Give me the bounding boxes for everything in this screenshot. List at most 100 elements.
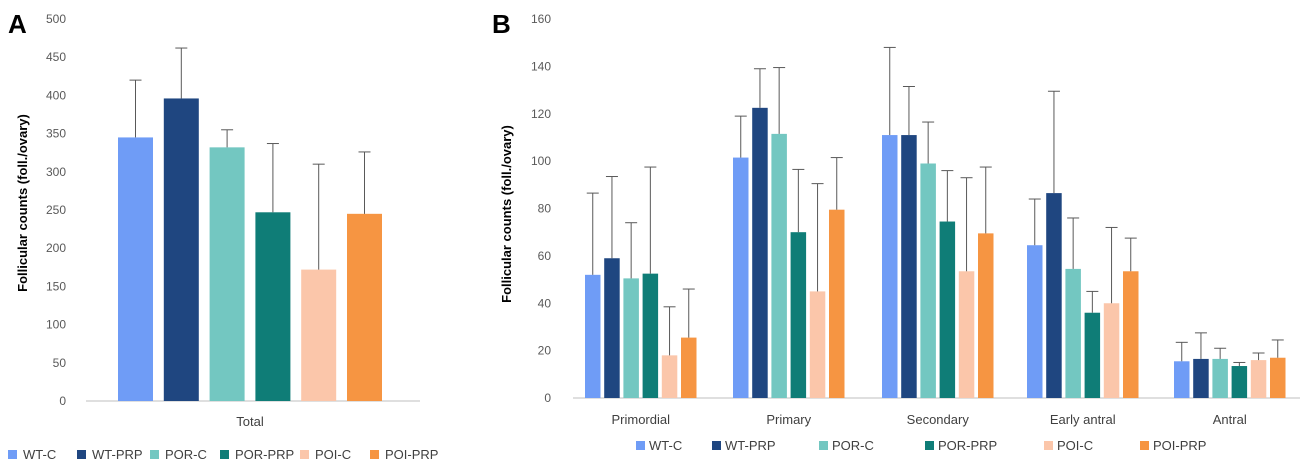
panel-b-category-label-secondary: Secondary (907, 412, 970, 427)
panel-a-legend-label-wt-c: WT-C (23, 447, 56, 462)
panel-b-category-label-early-antral: Early antral (1050, 412, 1116, 427)
panel-b-bar-primary-wt-c (733, 157, 749, 398)
panel-b-y-tick-label: 20 (538, 344, 552, 358)
panel-b-bar-antral-por-c (1212, 358, 1228, 398)
panel-a-y-tick-label: 0 (59, 394, 66, 408)
panel-a-y-axis: 0 50 100 150 200 250 300 350 400 450 500 (46, 12, 420, 408)
panel-b-bar-primordial-wt-prp (604, 258, 620, 398)
panel-a-legend-label-por-c: POR-C (165, 447, 207, 462)
panel-b-legend-label-wt-c: WT-C (649, 438, 682, 453)
panel-a-y-tick-label: 150 (46, 279, 66, 293)
panel-b-bar-primary-poi-c (809, 291, 826, 398)
panel-a-y-tick-label: 350 (46, 127, 66, 141)
panel-a-bar-total-wt-c (118, 137, 153, 402)
panel-a-legend-swatch-por-c (150, 450, 159, 459)
panel-a-legend-label-wt-prp: WT-PRP (92, 447, 143, 462)
panel-a-y-tick-label: 300 (46, 165, 66, 179)
panel-b-bar-secondary-por-prp (939, 221, 956, 398)
panel-b-y-tick-label: 60 (538, 249, 552, 263)
panel-b-bar-secondary-wt-prp (901, 135, 917, 398)
panel-a-y-tick-label: 450 (46, 50, 66, 64)
panel-a-legend-swatch-wt-prp (77, 450, 86, 459)
panel-b-bar-primary-por-c (771, 133, 787, 398)
panel-b-legend-label-wt-prp: WT-PRP (725, 438, 776, 453)
panel-a-legend-swatch-poi-c (300, 450, 309, 459)
panel-a-bar-total-por-prp (255, 212, 291, 401)
panel-b-bar-primary-poi-prp (829, 209, 845, 398)
panel-b-bar-primordial-wt-c (585, 274, 601, 398)
panel-b-bar-primordial-poi-c (661, 355, 678, 398)
panel-b-bar-early-antral-poi-c (1103, 303, 1120, 398)
panel-b-bar-early-antral-por-c (1065, 268, 1081, 398)
panel-b-legend: WT-C WT-PRP POR-C POR-PRP POI-C POI-PRP (636, 438, 1206, 453)
panel-b-bar-antral-wt-prp (1193, 358, 1209, 398)
panel-b-y-tick-label: 140 (531, 59, 551, 73)
panel-b-bar-primordial-por-prp (642, 273, 659, 398)
panel-b-legend-swatch-poi-prp (1140, 441, 1149, 450)
panel-b-bar-antral-wt-c (1174, 361, 1190, 398)
panel-b-bar-early-antral-por-prp (1084, 312, 1101, 398)
panel-a-legend-swatch-wt-c (8, 450, 17, 459)
panel-b-bar-primordial-poi-prp (681, 337, 697, 398)
panel-a-legend-label-poi-prp: POI-PRP (385, 447, 438, 462)
panel-a-y-axis-label: Follicular counts (foll./ovary) (15, 114, 30, 292)
panel-a-legend-label-poi-c: POI-C (315, 447, 351, 462)
panel-a-y-tick-label: 100 (46, 318, 66, 332)
panel-a-bar-total-wt-prp (163, 98, 199, 402)
panel-b-y-tick-label: 0 (544, 391, 551, 405)
panel-b-letter: B (492, 9, 511, 39)
panel-b-y-tick-label: 80 (538, 202, 552, 216)
panel-b-bar-early-antral-wt-c (1027, 245, 1043, 398)
panel-b-chart: B Follicular counts (foll./ovary) 0 20 40 6… (492, 9, 1300, 453)
panel-b-bars (585, 46, 1286, 398)
panel-b-legend-label-por-c: POR-C (832, 438, 874, 453)
panel-b-legend-swatch-wt-c (636, 441, 645, 450)
panel-a-y-tick-label: 500 (46, 12, 66, 26)
panel-b-legend-swatch-por-prp (925, 441, 934, 450)
panel-b-category-label-primordial: Primordial (611, 412, 670, 427)
panel-b-legend-label-poi-c: POI-C (1057, 438, 1093, 453)
panel-a-legend: WT-C WT-PRP POR-C POR-PRP POI-C POI-PRP (8, 447, 438, 462)
panel-b-bar-secondary-poi-prp (978, 233, 994, 398)
panel-b-bar-primary-wt-prp (752, 107, 768, 398)
panel-a-legend-swatch-por-prp (220, 450, 229, 459)
panel-b-legend-label-por-prp: POR-PRP (938, 438, 997, 453)
panel-b-category-label-primary: Primary (766, 412, 811, 427)
panel-a-category-labels: Total (236, 414, 264, 429)
panel-b-bar-primary-por-prp (790, 232, 807, 398)
panel-b-category-label-antral: Antral (1213, 412, 1247, 427)
panel-b-bar-secondary-wt-c (882, 135, 898, 398)
panel-b-bar-antral-por-prp (1231, 366, 1248, 398)
panel-b-bar-antral-poi-prp (1270, 357, 1286, 398)
panel-a-bar-total-por-c (209, 147, 245, 401)
panel-a-y-tick-label: 200 (46, 241, 66, 255)
panel-b-legend-swatch-wt-prp (712, 441, 721, 450)
panel-a-y-tick-label: 250 (46, 203, 66, 217)
panel-b-legend-swatch-por-c (819, 441, 828, 450)
panel-a-category-label-total: Total (236, 414, 264, 429)
panel-b-legend-swatch-poi-c (1044, 441, 1053, 450)
panel-b-legend-label-poi-prp: POI-PRP (1153, 438, 1206, 453)
panel-b-bar-early-antral-poi-prp (1123, 271, 1139, 398)
panel-a-y-tick-label: 400 (46, 88, 66, 102)
panel-a-bar-total-poi-prp (347, 213, 382, 401)
panel-b-bar-secondary-por-c (920, 163, 936, 398)
panel-a-legend-label-por-prp: POR-PRP (235, 447, 294, 462)
panel-a-legend-swatch-poi-prp (370, 450, 379, 459)
panel-b-y-tick-label: 120 (531, 107, 551, 121)
panel-b-y-axis-label: Follicular counts (foll./ovary) (499, 125, 514, 303)
panel-b-category-labels: Primordial Primary Secondary Early antral An… (611, 412, 1246, 427)
panel-a-y-tick-label: 50 (53, 356, 67, 370)
panel-b-bar-early-antral-wt-prp (1046, 193, 1062, 398)
panel-b-y-tick-label: 40 (538, 296, 552, 310)
panel-b-y-tick-label: 100 (531, 154, 551, 168)
panel-b-bar-primordial-por-c (623, 278, 639, 398)
panel-a-bars (118, 47, 382, 402)
panel-b-bar-secondary-poi-c (958, 271, 975, 398)
panel-a-bar-total-poi-c (301, 269, 337, 401)
panel-a-letter: A (8, 9, 27, 39)
panel-b-y-tick-label: 160 (531, 12, 551, 26)
panel-a-chart: A Follicular counts (foll./ovary) 0 50 100… (8, 9, 438, 462)
panel-b-bar-antral-poi-c (1250, 360, 1267, 398)
